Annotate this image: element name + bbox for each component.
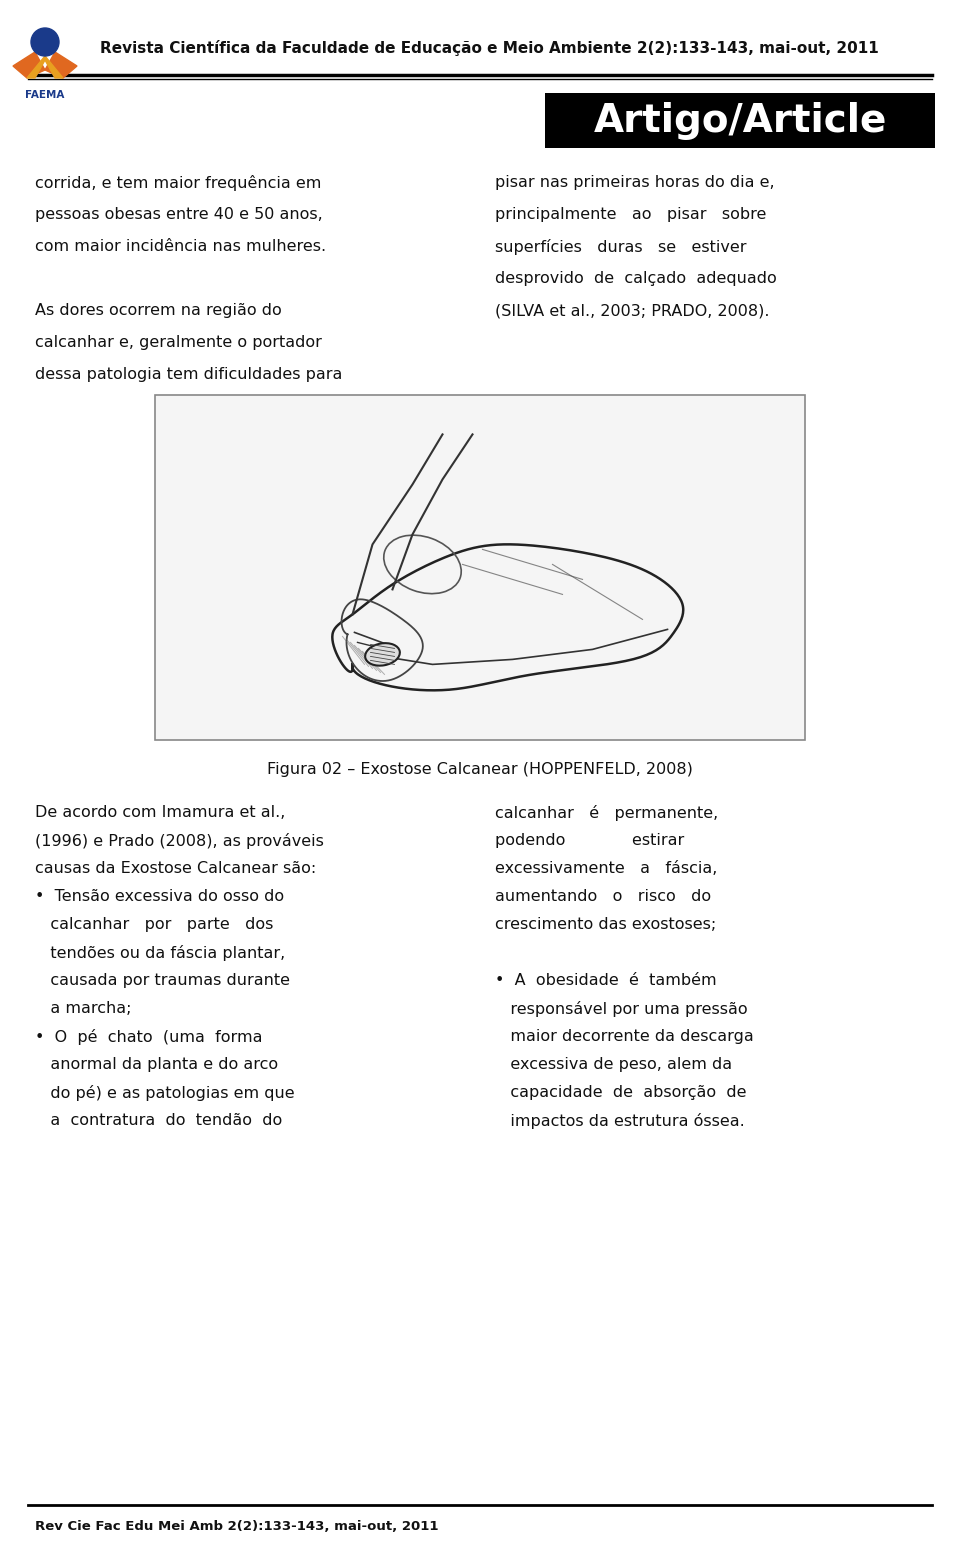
Text: com maior incidência nas mulheres.: com maior incidência nas mulheres. xyxy=(35,239,326,255)
Ellipse shape xyxy=(365,643,399,666)
Text: desprovido  de  calçado  adequado: desprovido de calçado adequado xyxy=(495,272,777,286)
Text: a  contratura  do  tendão  do: a contratura do tendão do xyxy=(35,1113,282,1128)
Text: responsável por uma pressão: responsável por uma pressão xyxy=(495,1001,748,1017)
Text: •  A  obesidade  é  também: • A obesidade é também xyxy=(495,973,716,989)
Text: do pé) e as patologias em que: do pé) e as patologias em que xyxy=(35,1085,295,1100)
Text: •  Tensão excessiva do osso do: • Tensão excessiva do osso do xyxy=(35,889,284,903)
Text: principalmente   ao   pisar   sobre: principalmente ao pisar sobre xyxy=(495,206,766,222)
Text: calcanhar   é   permanente,: calcanhar é permanente, xyxy=(495,805,718,821)
Polygon shape xyxy=(45,53,77,78)
Text: tendões ou da fáscia plantar,: tendões ou da fáscia plantar, xyxy=(35,945,285,961)
FancyBboxPatch shape xyxy=(545,93,935,147)
Text: As dores ocorrem na região do: As dores ocorrem na região do xyxy=(35,303,281,318)
Text: causas da Exostose Calcanear são:: causas da Exostose Calcanear são: xyxy=(35,861,316,875)
Polygon shape xyxy=(13,53,45,78)
Text: excessiva de peso, alem da: excessiva de peso, alem da xyxy=(495,1057,732,1072)
Text: Artigo/Article: Artigo/Article xyxy=(593,101,887,140)
Text: pisar nas primeiras horas do dia e,: pisar nas primeiras horas do dia e, xyxy=(495,175,775,189)
Text: aumentando   o   risco   do: aumentando o risco do xyxy=(495,889,711,903)
Polygon shape xyxy=(27,56,63,78)
Text: pessoas obesas entre 40 e 50 anos,: pessoas obesas entre 40 e 50 anos, xyxy=(35,206,323,222)
FancyBboxPatch shape xyxy=(155,396,805,740)
Text: Figura 02 – Exostose Calcanear (HOPPENFELD, 2008): Figura 02 – Exostose Calcanear (HOPPENFE… xyxy=(267,762,693,778)
Text: maior decorrente da descarga: maior decorrente da descarga xyxy=(495,1029,754,1044)
Text: calcanhar e, geralmente o portador: calcanhar e, geralmente o portador xyxy=(35,335,322,351)
Text: calcanhar   por   parte   dos: calcanhar por parte dos xyxy=(35,917,274,933)
Text: a marcha;: a marcha; xyxy=(35,1001,132,1017)
Text: capacidade  de  absorção  de: capacidade de absorção de xyxy=(495,1085,747,1100)
Text: Rev Cie Fac Edu Mei Amb 2(2):133-143, mai-out, 2011: Rev Cie Fac Edu Mei Amb 2(2):133-143, ma… xyxy=(35,1519,439,1533)
Text: Revista Científica da Faculdade de Educação e Meio Ambiente 2(2):133-143, mai-ou: Revista Científica da Faculdade de Educa… xyxy=(100,40,878,56)
Text: crescimento das exostoses;: crescimento das exostoses; xyxy=(495,917,716,933)
Text: excessivamente   a   fáscia,: excessivamente a fáscia, xyxy=(495,861,717,875)
Circle shape xyxy=(31,28,59,56)
Text: dessa patologia tem dificuldades para: dessa patologia tem dificuldades para xyxy=(35,366,343,382)
Text: (1996) e Prado (2008), as prováveis: (1996) e Prado (2008), as prováveis xyxy=(35,833,324,849)
Text: FAEMA: FAEMA xyxy=(25,90,64,99)
Text: anormal da planta e do arco: anormal da planta e do arco xyxy=(35,1057,278,1072)
Text: De acordo com Imamura et al.,: De acordo com Imamura et al., xyxy=(35,805,285,819)
Text: impactos da estrutura óssea.: impactos da estrutura óssea. xyxy=(495,1113,745,1128)
Text: (SILVA et al., 2003; PRADO, 2008).: (SILVA et al., 2003; PRADO, 2008). xyxy=(495,303,770,318)
Text: •  O  pé  chato  (uma  forma: • O pé chato (uma forma xyxy=(35,1029,262,1044)
Text: podendo             estirar: podendo estirar xyxy=(495,833,684,847)
Text: causada por traumas durante: causada por traumas durante xyxy=(35,973,290,989)
Text: superfícies   duras   se   estiver: superfícies duras se estiver xyxy=(495,239,747,255)
Text: corrida, e tem maior frequência em: corrida, e tem maior frequência em xyxy=(35,175,322,191)
